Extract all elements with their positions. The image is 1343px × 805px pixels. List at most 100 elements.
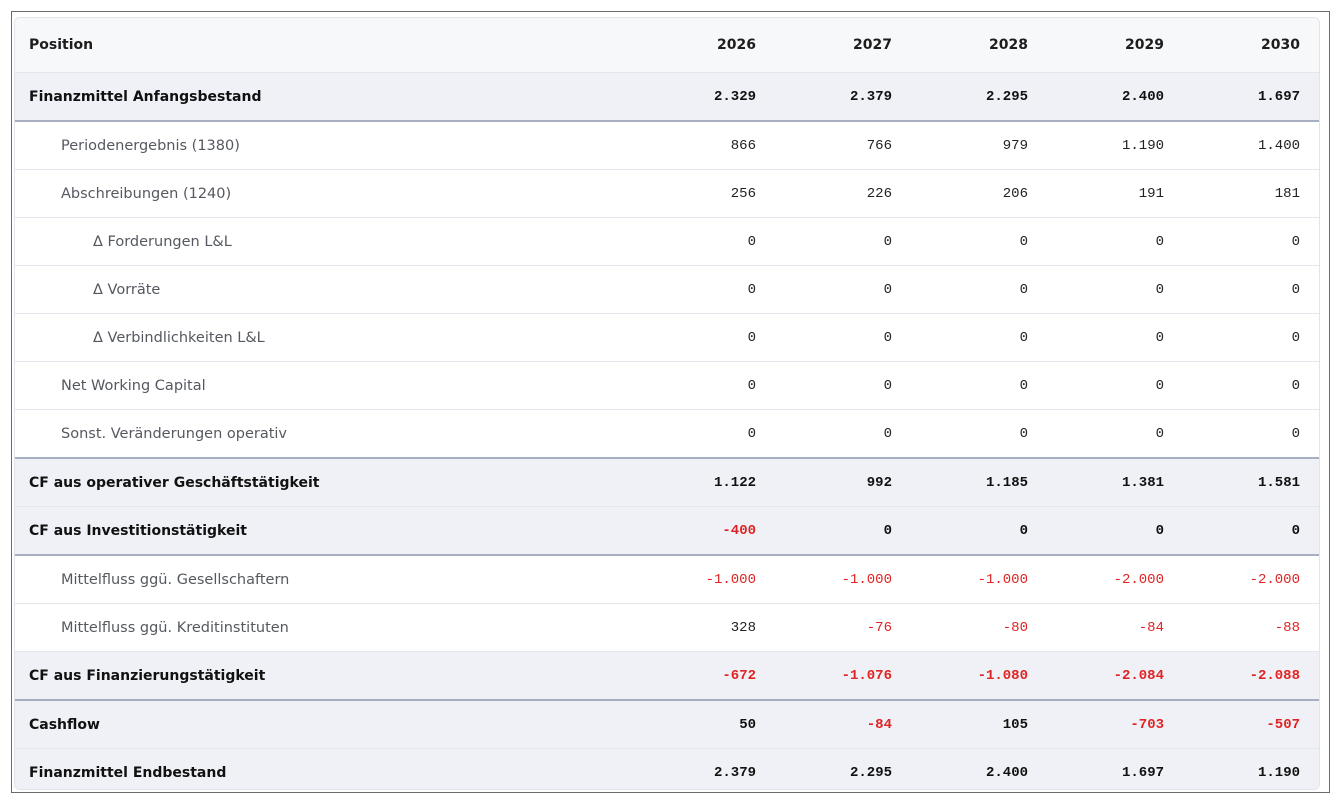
value-cell: 0 — [911, 265, 1047, 314]
value-cell: 2.295 — [775, 748, 911, 789]
value-cell: 0 — [911, 313, 1047, 362]
table-row: Periodenergebnis (1380) 866 766 979 1.190 1.4… — [15, 121, 1319, 170]
value-cell: 0 — [1183, 361, 1319, 410]
position-label: Mittelfluss ggü. Kreditinstituten — [15, 603, 639, 652]
value-cell: -1.000 — [775, 555, 911, 604]
value-cell: 0 — [639, 361, 775, 410]
value-cell: -2.000 — [1183, 555, 1319, 604]
value-cell: 0 — [1183, 217, 1319, 266]
value-cell: 50 — [639, 700, 775, 749]
screenshot-frame — [11, 11, 1330, 793]
value-cell: 2.379 — [775, 72, 911, 122]
value-cell: 2.329 — [639, 72, 775, 122]
table-row: CF aus Finanzierungstätigkeit -672 -1.076-… — [15, 651, 1319, 701]
value-cell: -400 — [639, 506, 775, 556]
value-cell: 1.185 — [911, 458, 1047, 507]
value-cell: 0 — [775, 409, 911, 459]
table-row: CF aus Investitionstätigkeit -400 0 0 0 0 — [15, 506, 1319, 556]
value-cell: 0 — [1183, 313, 1319, 362]
value-cell: 191 — [1047, 169, 1183, 218]
position-label: Δ Verbindlichkeiten L&L — [15, 313, 639, 362]
value-cell: 206 — [911, 169, 1047, 218]
value-cell: -2.000 — [1047, 555, 1183, 604]
value-cell: 979 — [911, 121, 1047, 170]
table-row: CF aus operativer Geschäftstätigkeit 1.12… — [15, 458, 1319, 507]
header-row: Position 2026 2027 2028 2029 2030 — [15, 18, 1319, 73]
year-header: 2030 — [1183, 18, 1319, 73]
value-cell: 0 — [775, 217, 911, 266]
value-cell: -76 — [775, 603, 911, 652]
value-cell: 0 — [639, 265, 775, 314]
position-label: Mittelfluss ggü. Gesellschaftern — [15, 555, 639, 604]
value-cell: -672 — [639, 651, 775, 701]
value-cell: 0 — [911, 506, 1047, 556]
value-cell: 0 — [639, 217, 775, 266]
value-cell: 1.381 — [1047, 458, 1183, 507]
table-row: Δ Vorräte 0 0 0 0 0 — [15, 265, 1319, 314]
value-cell: 0 — [639, 313, 775, 362]
position-label: CF aus operativer Geschäftstätigkeit — [15, 458, 639, 507]
value-cell: 1.581 — [1183, 458, 1319, 507]
value-cell: 328 — [639, 603, 775, 652]
position-label: Finanzmittel Anfangsbestand — [15, 72, 639, 122]
year-header: 2029 — [1047, 18, 1183, 73]
position-header: Position — [15, 18, 639, 73]
value-cell: 0 — [775, 506, 911, 556]
position-label: Finanzmittel Endbestand — [15, 748, 639, 789]
year-header: 2028 — [911, 18, 1047, 73]
position-label: CF aus Finanzierungstätigkeit — [15, 651, 639, 701]
value-cell: 0 — [775, 313, 911, 362]
value-cell: 0 — [911, 361, 1047, 410]
table-row: Abschreibungen (1240) 256 226 206 191 181 — [15, 169, 1319, 218]
value-cell: -1.000 — [639, 555, 775, 604]
value-cell: 0 — [639, 409, 775, 459]
position-label: Δ Vorräte — [15, 265, 639, 314]
value-cell: -1.076 — [775, 651, 911, 701]
cashflow-card: Position 2026 2027 2028 2029 2030 Finanzmitte… — [14, 17, 1320, 790]
position-label: Periodenergebnis (1380) — [15, 121, 639, 170]
value-cell: 1.190 — [1047, 121, 1183, 170]
table-row: Mittelfluss ggü. Gesellschaftern -1.000 -1… — [15, 555, 1319, 604]
table-row: Mittelfluss ggü. Kreditinstituten 328 -76-… — [15, 603, 1319, 652]
table-row: Δ Verbindlichkeiten L&L 0 0 0 0 0 — [15, 313, 1319, 362]
value-cell: 0 — [1183, 265, 1319, 314]
value-cell: -80 — [911, 603, 1047, 652]
value-cell: 992 — [775, 458, 911, 507]
value-cell: 2.379 — [639, 748, 775, 789]
table-row: Cashflow 50 -84 105 -703 -507 — [15, 700, 1319, 749]
value-cell: 1.697 — [1047, 748, 1183, 789]
value-cell: -88 — [1183, 603, 1319, 652]
value-cell: -1.000 — [911, 555, 1047, 604]
table-row: Net Working Capital 0 0 0 0 0 — [15, 361, 1319, 410]
value-cell: 0 — [1047, 217, 1183, 266]
value-cell: 0 — [1047, 313, 1183, 362]
value-cell: -2.084 — [1047, 651, 1183, 701]
value-cell: -2.088 — [1183, 651, 1319, 701]
value-cell: 1.122 — [639, 458, 775, 507]
value-cell: -84 — [1047, 603, 1183, 652]
value-cell: 0 — [1183, 409, 1319, 459]
value-cell: -507 — [1183, 700, 1319, 749]
position-label: Cashflow — [15, 700, 639, 749]
position-label: Net Working Capital — [15, 361, 639, 410]
position-label: Δ Forderungen L&L — [15, 217, 639, 266]
cashflow-table: Position 2026 2027 2028 2029 2030 Finanzmitte… — [15, 18, 1319, 789]
table-row: Sonst. Veränderungen operativ 0 0 0 0 0 — [15, 409, 1319, 459]
value-cell: 766 — [775, 121, 911, 170]
year-header: 2026 — [639, 18, 775, 73]
value-cell: 866 — [639, 121, 775, 170]
value-cell: 226 — [775, 169, 911, 218]
value-cell: 181 — [1183, 169, 1319, 218]
value-cell: 2.295 — [911, 72, 1047, 122]
value-cell: -1.080 — [911, 651, 1047, 701]
value-cell: 1.697 — [1183, 72, 1319, 122]
value-cell: 0 — [1047, 409, 1183, 459]
table-row: Δ Forderungen L&L 0 0 0 0 0 — [15, 217, 1319, 266]
table-body: Finanzmittel Anfangsbestand 2.329 2.379 2.2… — [15, 72, 1319, 789]
year-header: 2027 — [775, 18, 911, 73]
value-cell: 0 — [1047, 361, 1183, 410]
position-label: Sonst. Veränderungen operativ — [15, 409, 639, 459]
value-cell: -703 — [1047, 700, 1183, 749]
value-cell: 105 — [911, 700, 1047, 749]
